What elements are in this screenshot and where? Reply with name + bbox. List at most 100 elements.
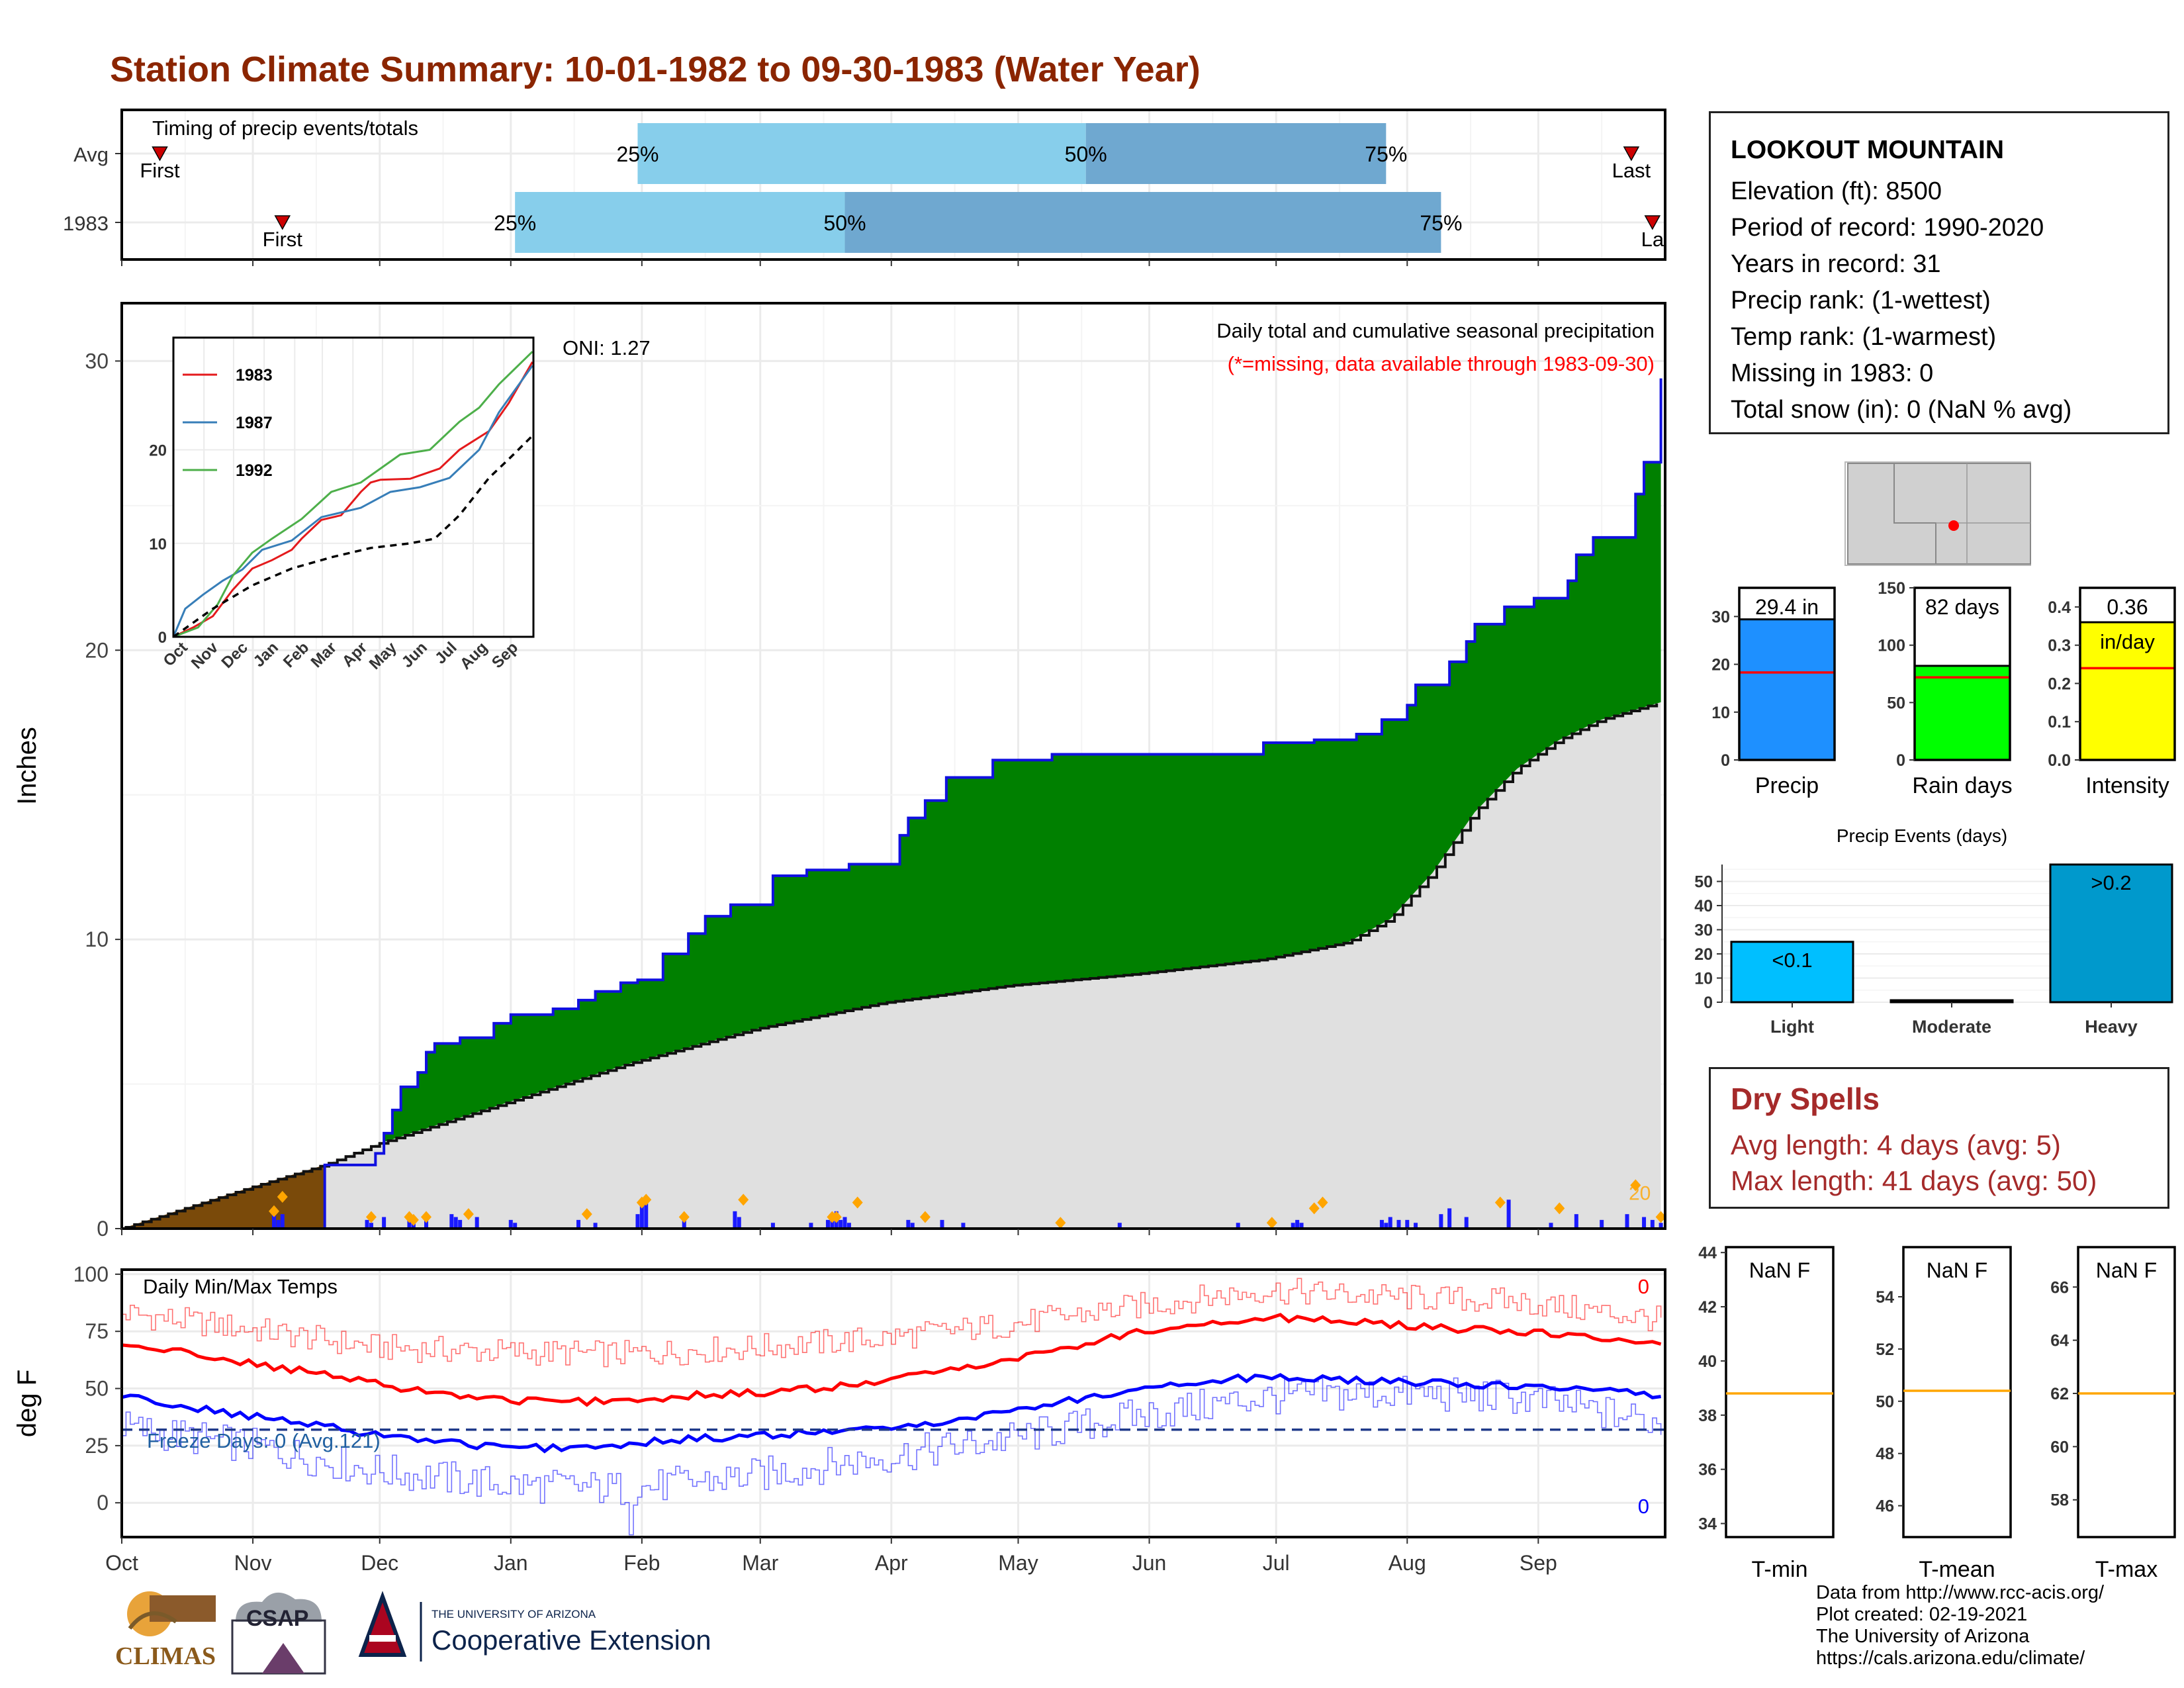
month-axis-label: Mar [742,1551,778,1575]
timing-bar-50-75 [1085,123,1387,184]
precip-daily-bar [1396,1219,1401,1229]
summary-y-tick-label: 50 [1887,694,1905,712]
month-axis-label: Dec [361,1551,398,1575]
precip-daily-bar [1405,1219,1410,1229]
precip-daily-bar [1574,1214,1578,1229]
dry-spells-box: Dry Spells Avg length: 4 days (avg: 5) M… [1709,1067,2169,1209]
precip-avg-line [122,703,1659,1230]
precip-event-marker [852,1196,863,1209]
credit-line: Plot created: 02-19-2021 [1816,1604,2028,1625]
temp-summary-y-tick-label: 50 [1876,1393,1894,1411]
precip-daily-bar [1117,1223,1122,1229]
summary-bar [1739,619,1835,760]
precip-daily-bar [1384,1223,1388,1229]
inset-y-tick-label: 0 [158,629,167,647]
temp-y-tick-label: 25 [85,1434,109,1458]
precip-title: Daily total and cumulative seasonal prec… [1216,319,1655,342]
precip-daily-bar [846,1223,851,1229]
precip-frame [120,302,1666,1230]
temp-daily-max-line [122,1278,1662,1368]
month-axis-label: Feb [623,1551,660,1575]
summary-y-tick-label: 150 [1878,579,1905,598]
precip-event-marker [408,1213,419,1226]
summary-y-tick-label: 20 [1711,656,1730,675]
precip-daily-bar [1600,1219,1604,1229]
temp-summary-frame [1725,1246,1835,1538]
summary-bar [1915,665,2010,760]
dry-spells-line: Avg length: 4 days (avg: 5) [1731,1129,2061,1160]
precip-daily-bar [382,1217,387,1229]
inset-legend-label: 1987 [236,414,273,432]
temp-y-tick-label: 75 [85,1319,109,1343]
precip-daily-bar [272,1211,277,1229]
precip-daily-bar [635,1214,640,1229]
precip-daily-bar [1414,1223,1418,1229]
precip-daily-bar [737,1217,741,1229]
summary-panel-label: Rain days [1912,773,2012,798]
temp-summary-y-tick-label: 64 [2050,1332,2069,1350]
precip-daily-bar [1659,1223,1663,1229]
inset-frame [172,336,535,638]
timing-bar-25-50 [637,123,1086,184]
inset-legend-label: 1983 [236,366,273,385]
temp-summary-value-label: NaN F [2096,1258,2157,1282]
inset-series-line [172,435,533,638]
temp-summary-y-tick-label: 48 [1876,1445,1894,1464]
precip-event-marker [919,1211,931,1223]
inset-chart: 01020198319871992OctNovDecJanFebMarAprMa… [149,336,535,673]
precip-daily-bar [1299,1223,1304,1229]
summary-y-tick-label: 100 [1878,637,1905,655]
precip-event-marker [365,1211,377,1223]
summary-value-label: 29.4 in [1755,595,1819,619]
precip-daily-bar [453,1217,458,1229]
precip-daily-bar [1506,1199,1511,1229]
events-y-tick-label: 10 [1694,970,1713,988]
month-axis-label: Apr [875,1551,908,1575]
station-line: Elevation (ft): 8500 [1731,177,1942,205]
precip-y-tick-label: 30 [85,349,109,373]
temp-summary-frame [1902,1246,2012,1538]
summary-panel-label: Intensity [2085,773,2169,798]
precip-daily-bar [513,1223,518,1229]
temp-summary-frame [2077,1246,2176,1538]
timing-last-label: La [1641,228,1664,251]
precip-daily-bar [365,1219,369,1229]
precip-daily-bar [733,1211,737,1229]
precip-daily-bar [1650,1219,1655,1229]
precip-event-marker [678,1211,690,1223]
temp-summary-y-tick-label: 46 [1876,1497,1894,1516]
precip-daily-bar [906,1219,911,1229]
logos: CLIMAS CSAP THE UNIVERSITY OF ARIZONA Co… [115,1591,711,1675]
dry-spells-line: Max length: 41 days (avg: 50) [1731,1165,2097,1196]
events-category-label: Light [1770,1017,1814,1037]
temp-y-tick-label: 100 [73,1262,109,1286]
precip-y-tick-label: 10 [85,927,109,951]
temp-y-axis-label: deg F [13,1370,42,1437]
summary-panel-label: Precip [1755,773,1819,798]
inset-series-line [172,365,533,637]
timing-first-label: First [140,159,180,182]
temp-freeze-label: Freeze Days: 0 (Avg.121) [147,1429,381,1452]
temp-summary-y-tick-label: 38 [1698,1407,1717,1425]
summary-y-tick-label: 0.0 [2048,751,2071,770]
temp-plot-bg [122,1270,1665,1537]
precip-overlay-label: 20 [1629,1182,1651,1204]
precip-daily-bar [1291,1223,1295,1229]
summary-frame [1913,586,2011,761]
climas-logo: CLIMAS [115,1591,216,1670]
month-axis-label: Nov [234,1551,272,1575]
precip-daily-bar [508,1219,513,1229]
inset-legend-label: 1992 [236,461,273,480]
station-line: Temp rank: (1-warmest) [1731,323,1997,351]
temp-summary-panel: NaN F 34 36 38 40 42 44 T-min [1698,1244,1835,1582]
temp-y-tick-label: 0 [97,1491,109,1515]
station-line: Years in record: 31 [1731,250,1941,278]
temp-max-count: 0 [1638,1275,1649,1298]
inset-series-line [173,351,533,638]
temp-summary-y-tick-label: 62 [2050,1385,2069,1403]
timing-q25-label: 25% [616,142,659,166]
map-station-dot [1948,520,1959,531]
precip-daily-bar [276,1219,281,1229]
